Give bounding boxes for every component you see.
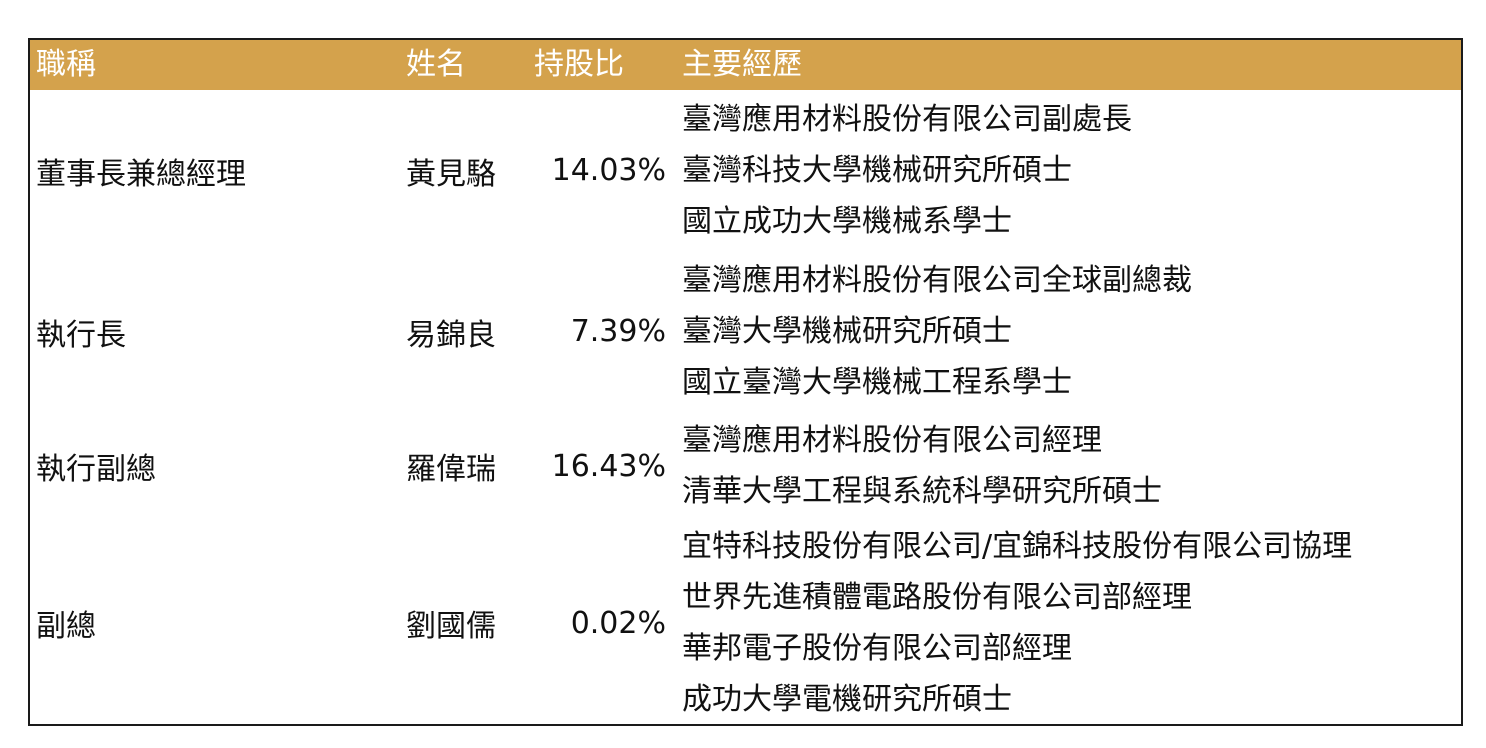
row-share: 16.43% — [551, 448, 666, 484]
management-table: 職稱 姓名 持股比 主要經歷 董事長兼總經理 黃見駱 14.03% 臺灣應用材料… — [28, 38, 1463, 726]
experience-line: 臺灣大學機械研究所碩士 — [682, 314, 1012, 349]
row-title: 執行副總 — [36, 452, 156, 487]
row-name: 易錦良 — [406, 317, 496, 353]
row-title: 執行長 — [36, 317, 126, 353]
experience-line: 清華大學工程與系統科學研究所碩士 — [682, 474, 1162, 509]
table-row: 董事長兼總經理 黃見駱 14.03% 臺灣應用材料股份有限公司副處長 臺灣科技大… — [30, 92, 1461, 249]
experience-line: 臺灣應用材料股份有限公司全球副總裁 — [682, 263, 1192, 298]
row-experience: 臺灣應用材料股份有限公司經理 清華大學工程與系統科學研究所碩士 — [682, 412, 1162, 520]
header-experience: 主要經歷 — [682, 47, 802, 82]
row-name: 黃見駱 — [406, 156, 496, 192]
row-experience: 臺灣應用材料股份有限公司副處長 臺灣科技大學機械研究所碩士 國立成功大學機械系學… — [682, 92, 1132, 249]
experience-line: 成功大學電機研究所碩士 — [682, 682, 1012, 717]
row-title: 董事長兼總經理 — [36, 156, 246, 192]
row-share: 14.03% — [551, 153, 666, 188]
table-row: 副總 劉國儒 0.02% 宜特科技股份有限公司/宜錦科技股份有限公司協理 世界先… — [30, 520, 1461, 724]
header-title: 職稱 — [36, 47, 96, 82]
row-title: 副總 — [36, 609, 96, 644]
row-experience: 臺灣應用材料股份有限公司全球副總裁 臺灣大學機械研究所碩士 國立臺灣大學機械工程… — [682, 253, 1192, 410]
header-name: 姓名 — [406, 47, 466, 82]
experience-line: 宜特科技股份有限公司/宜錦科技股份有限公司協理 — [682, 529, 1353, 564]
row-share: 7.39% — [570, 314, 666, 349]
table-header-row: 職稱 姓名 持股比 主要經歷 — [30, 40, 1461, 90]
experience-line: 臺灣應用材料股份有限公司副處長 — [682, 102, 1132, 137]
row-share: 0.02% — [570, 605, 666, 641]
table-row: 執行副總 羅偉瑞 16.43% 臺灣應用材料股份有限公司經理 清華大學工程與系統… — [30, 412, 1461, 520]
experience-line: 世界先進積體電路股份有限公司部經理 — [682, 580, 1192, 615]
table-row: 執行長 易錦良 7.39% 臺灣應用材料股份有限公司全球副總裁 臺灣大學機械研究… — [30, 253, 1461, 410]
row-name: 劉國儒 — [406, 609, 496, 644]
row-name: 羅偉瑞 — [406, 452, 496, 487]
header-share: 持股比 — [534, 47, 624, 82]
experience-line: 華邦電子股份有限公司部經理 — [682, 631, 1072, 666]
experience-line: 國立成功大學機械系學士 — [682, 204, 1012, 239]
row-experience: 宜特科技股份有限公司/宜錦科技股份有限公司協理 世界先進積體電路股份有限公司部經… — [682, 520, 1353, 724]
experience-line: 國立臺灣大學機械工程系學士 — [682, 365, 1072, 400]
experience-line: 臺灣應用材料股份有限公司經理 — [682, 423, 1102, 458]
experience-line: 臺灣科技大學機械研究所碩士 — [682, 153, 1072, 188]
